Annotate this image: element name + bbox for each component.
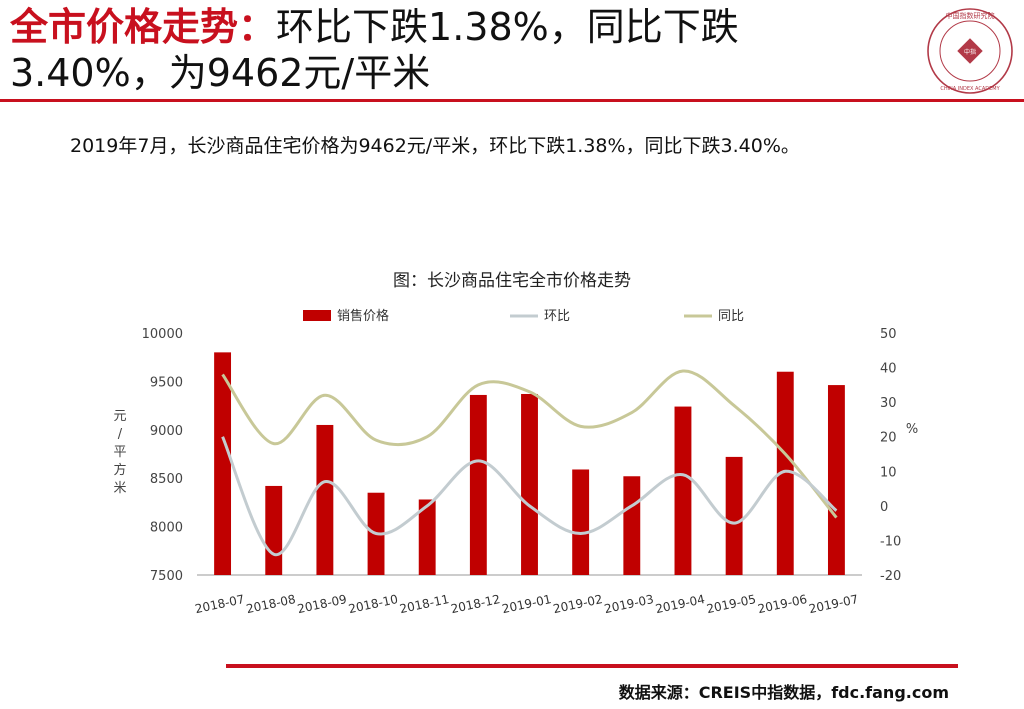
- bar-2018-11: [418, 499, 436, 575]
- y-tick-left: 10000: [142, 327, 183, 342]
- legend-label-yoy: 同比: [718, 309, 744, 324]
- x-tick-label: 2018-07: [194, 592, 246, 616]
- bar-2018-07: [214, 352, 232, 575]
- logo-center-text: 中指: [964, 48, 976, 56]
- x-tick-label: 2019-05: [705, 592, 757, 616]
- y-tick-left: 9500: [150, 375, 183, 390]
- x-tick-label: 2019-06: [756, 592, 808, 616]
- y-axis-label-right: %: [906, 422, 918, 437]
- x-tick-label: 2018-12: [450, 592, 502, 616]
- legend-swatch-bar: [303, 310, 331, 321]
- x-tick-label: 2019-03: [603, 592, 655, 616]
- footer-divider: [226, 664, 958, 668]
- y-axis-label-left: 元/平方米: [113, 409, 126, 496]
- x-tick-label: 2019-07: [808, 592, 860, 616]
- page-title: 全市价格走势：环比下跌1.38%，同比下跌 3.40%，为9462元/平米: [10, 4, 910, 96]
- y-tick-right: 10: [880, 465, 897, 480]
- logo-bottom-text: CHINA INDEX ACADEMY: [940, 86, 1000, 92]
- y-tick-right: 50: [880, 327, 897, 342]
- line-series-mom: [221, 436, 838, 556]
- logo-top-text: 中国指数研究院: [946, 11, 995, 20]
- bar-2018-12: [469, 394, 487, 575]
- y-tick-right: 20: [880, 431, 897, 446]
- bar-2019-04: [674, 406, 692, 575]
- bar-2018-09: [316, 424, 334, 575]
- title-line1-rest: 环比下跌1.38%，同比下跌: [276, 5, 739, 49]
- x-tick-label: 2018-10: [347, 592, 399, 616]
- x-tick-label: 2019-01: [501, 592, 553, 616]
- y-tick-right: 40: [880, 362, 897, 377]
- chart-title: 图：长沙商品住宅全市价格走势: [393, 271, 631, 291]
- line-series-yoy: [221, 369, 838, 519]
- x-tick-label: 2018-08: [245, 592, 297, 616]
- legend-label-bar: 销售价格: [337, 308, 389, 324]
- title-line2: 3.40%，为9462元/平米: [10, 51, 431, 95]
- x-tick-label: 2018-09: [296, 592, 348, 616]
- title-highlight: 全市价格走势：: [10, 5, 277, 49]
- bar-2019-07: [827, 385, 845, 575]
- bar-2019-06: [776, 371, 794, 575]
- x-tick-label: 2019-04: [654, 592, 706, 616]
- bar-2019-05: [725, 456, 743, 575]
- x-tick-label: 2019-02: [552, 592, 604, 616]
- summary-text: 2019年7月，长沙商品住宅价格为9462元/平米，环比下跌1.38%，同比下跌…: [70, 135, 800, 157]
- bar-2019-03: [623, 476, 641, 575]
- y-tick-right: -20: [880, 569, 901, 584]
- y-tick-right: -10: [880, 534, 901, 549]
- data-source: 数据来源：CREIS中指数据，fdc.fang.com: [618, 683, 949, 702]
- bar-2019-02: [572, 469, 590, 575]
- y-tick-left: 8000: [150, 521, 183, 536]
- bar-2018-08: [265, 485, 283, 575]
- y-tick-left: 9000: [150, 424, 183, 439]
- legend-label-mom: 环比: [544, 309, 570, 324]
- x-tick-label: 2018-11: [398, 592, 450, 616]
- y-tick-left: 8500: [150, 472, 183, 487]
- y-tick-left: 7500: [150, 569, 183, 584]
- bar-2019-01: [521, 393, 538, 575]
- y-tick-right: 30: [880, 396, 897, 411]
- y-tick-right: 0: [880, 500, 888, 515]
- china-index-academy-logo: 中指 中国指数研究院 CHINA INDEX ACADEMY: [927, 8, 1013, 94]
- title-divider: [0, 99, 1024, 102]
